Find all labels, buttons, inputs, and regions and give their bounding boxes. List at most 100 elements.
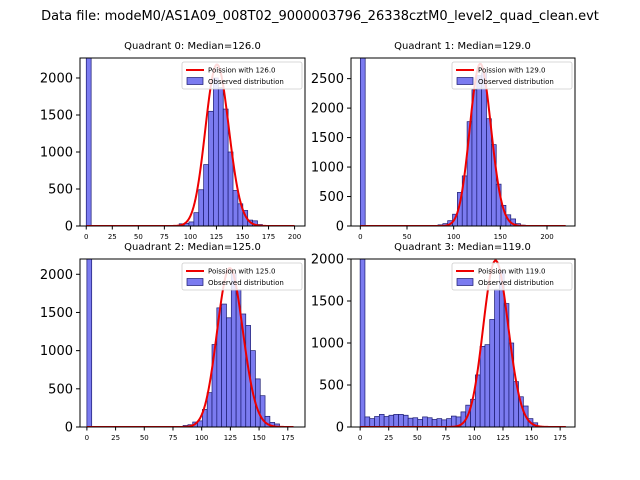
y-tick-label: 2000 xyxy=(40,71,73,86)
histogram-bar xyxy=(383,416,390,427)
histogram-bar xyxy=(393,414,399,427)
legend-label: Poission with 119.0 xyxy=(478,268,546,276)
histogram-bar xyxy=(450,415,457,427)
histogram-bar xyxy=(417,419,423,427)
y-tick-label: 0 xyxy=(65,220,73,235)
axes-frame xyxy=(79,57,306,227)
histogram-bar xyxy=(222,108,229,226)
quadrant-2-title: Quadrant 2: Median=125.0 xyxy=(124,242,261,253)
legend-patch-swatch xyxy=(456,278,474,286)
x-tick-label: 75 xyxy=(441,434,450,442)
x-tick-label: 150 xyxy=(236,233,249,241)
y-tick-label: 500 xyxy=(48,182,73,197)
histogram-bar xyxy=(259,395,266,427)
histogram-bar xyxy=(359,259,366,427)
legend-label: Observed distribution xyxy=(208,279,284,287)
legend-label: Poission with 125.0 xyxy=(208,268,276,276)
x-tick-label: 175 xyxy=(262,233,275,241)
quadrant-0-title: Quadrant 0: Median=126.0 xyxy=(124,41,261,52)
histogram-bar xyxy=(374,416,380,427)
y-tick-label: 500 xyxy=(319,379,344,394)
legend-box xyxy=(451,262,573,291)
x-tick-label: 150 xyxy=(525,434,538,442)
legend-label: Observed distribution xyxy=(478,78,554,86)
histogram-bar xyxy=(359,58,366,226)
histogram-bar xyxy=(479,346,486,427)
y-tick-label: 0 xyxy=(65,421,73,436)
legend: Poission with 129.0 Observed distribution xyxy=(451,61,573,90)
figure-suptitle: Data file: modeM0/AS1A09_008T02_90000037… xyxy=(41,9,599,24)
histogram-bar xyxy=(431,419,438,427)
histogram-bar xyxy=(85,58,92,226)
histogram-bar xyxy=(227,151,234,226)
x-tick-label: 175 xyxy=(553,434,566,442)
x-tick-label: 25 xyxy=(384,434,393,442)
histogram-bar xyxy=(369,418,375,427)
x-tick-label: 50 xyxy=(134,233,143,241)
y-tick-label: 1500 xyxy=(40,108,73,123)
legend: Poission with 125.0 Observed distribution xyxy=(181,262,303,291)
x-tick-label: 125 xyxy=(224,434,237,442)
histogram-bar xyxy=(226,317,232,427)
poisson-curve xyxy=(360,259,566,427)
x-tick-label: 50 xyxy=(413,434,422,442)
x-tick-label: 100 xyxy=(195,434,208,442)
quadrant-1-plot: 0 500 1000 1500 2000 2500 0 50 100 150 200 Poission… xyxy=(311,57,576,241)
histogram-bar xyxy=(213,77,219,226)
quadrant-3-title: Quadrant 3: Median=119.0 xyxy=(394,242,531,253)
x-tick-label: 50 xyxy=(140,434,149,442)
histogram-bar xyxy=(364,416,371,427)
x-tick-label: 150 xyxy=(252,434,265,442)
y-tick-label: 1000 xyxy=(40,344,73,359)
x-tick-label: 175 xyxy=(281,434,294,442)
quadrant-0-plot-area xyxy=(85,58,295,226)
y-tick-label: 0 xyxy=(336,220,344,235)
histogram-bar xyxy=(407,417,414,427)
histogram-bar xyxy=(86,259,93,427)
y-tick-label: 1500 xyxy=(40,306,73,321)
poisson-curve xyxy=(86,267,294,427)
legend-label: Poission with 129.0 xyxy=(478,67,546,75)
x-tick-label: 100 xyxy=(184,233,197,241)
y-tick-label: 500 xyxy=(48,382,73,397)
axes-frame xyxy=(350,57,576,227)
legend-label: Poission with 126.0 xyxy=(208,67,276,75)
histogram-bar xyxy=(412,417,419,427)
histogram-bar xyxy=(441,419,447,427)
quadrant-0-panel: Quadrant 0: Median=126.0 050010001500200… xyxy=(40,41,306,241)
legend-box xyxy=(451,61,573,90)
histogram-bar xyxy=(436,418,443,427)
y-tick-label: 0 xyxy=(336,421,344,436)
histogram-bar xyxy=(193,212,200,226)
legend: Poission with 126.0 Observed distribution xyxy=(181,61,303,90)
x-tick-label: 25 xyxy=(111,434,120,442)
histogram-bar xyxy=(232,190,239,226)
legend-label: Observed distribution xyxy=(478,279,554,287)
histogram-bar xyxy=(426,417,433,427)
histogram-bar xyxy=(422,416,428,427)
x-tick-label: 200 xyxy=(288,233,301,241)
y-tick-label: 2500 xyxy=(311,72,344,87)
histogram-bar xyxy=(388,414,395,427)
x-tick-label: 100 xyxy=(447,233,460,241)
histogram-bar xyxy=(217,87,224,226)
y-tick-label: 2000 xyxy=(40,268,73,283)
histogram-bar xyxy=(206,392,213,427)
histogram-bar xyxy=(489,319,495,427)
histogram-bar xyxy=(203,164,209,226)
quadrant-3-plot: 0 500 1000 1500 2000 0 25 50 75 100 125 150 175 Poiss… xyxy=(311,253,576,442)
histogram-bar xyxy=(446,418,452,427)
x-tick-label: 0 xyxy=(358,434,362,442)
quadrant-1-panel: Quadrant 1: Median=129.0 050010001500200… xyxy=(311,41,576,241)
y-tick-label: 2000 xyxy=(311,102,344,117)
y-tick-label: 1500 xyxy=(311,131,344,146)
x-tick-label: 75 xyxy=(169,434,178,442)
x-tick-label: 25 xyxy=(108,233,117,241)
legend-box xyxy=(181,262,303,291)
histogram-bar xyxy=(208,110,214,226)
x-tick-label: 125 xyxy=(210,233,223,241)
x-tick-label: 0 xyxy=(84,233,88,241)
quadrant-3-panel: Quadrant 3: Median=119.0 050010001500200… xyxy=(311,242,576,442)
histogram-bar xyxy=(484,344,491,427)
